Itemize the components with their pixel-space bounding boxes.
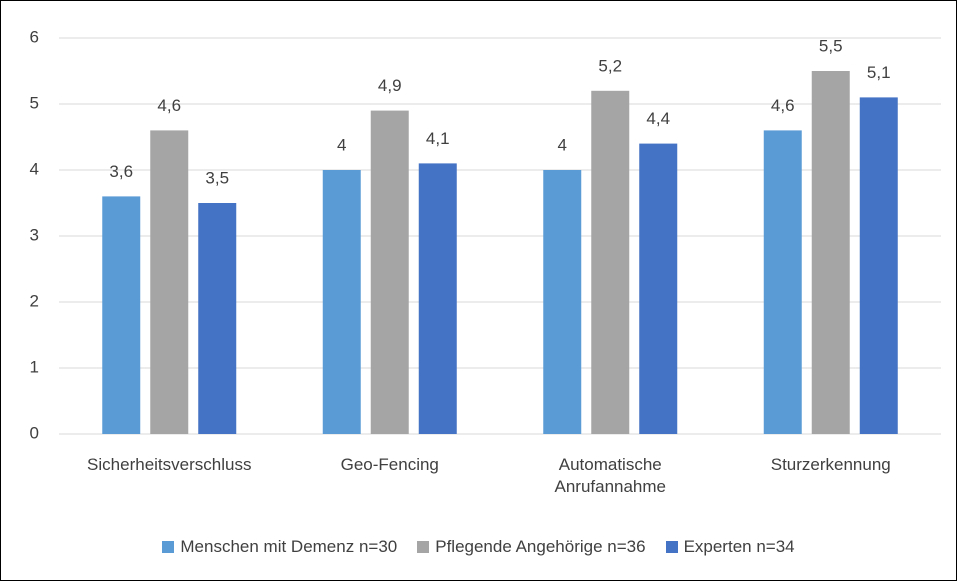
data-label: 5,2: [598, 56, 622, 75]
data-label: 4,6: [157, 96, 181, 115]
y-tick-label: 0: [30, 423, 39, 442]
y-tick-label: 5: [30, 93, 39, 112]
data-label: 5,1: [867, 63, 891, 82]
data-label: 4,9: [378, 76, 402, 95]
x-tick-label: Sturzerkennung: [770, 455, 891, 474]
bar: [763, 130, 802, 434]
legend-item: Experten n=34: [665, 537, 795, 557]
bar: [859, 97, 898, 435]
y-tick-label: 4: [30, 159, 39, 178]
legend-swatch: [417, 541, 430, 553]
data-label: 3,5: [205, 168, 229, 187]
bar: [639, 143, 678, 434]
y-tick-label: 3: [30, 225, 39, 244]
x-tick-label: Sicherheitsverschluss: [87, 455, 252, 474]
y-tick-label: 6: [30, 27, 39, 46]
data-label: 3,6: [109, 162, 133, 181]
data-label: 4,6: [771, 96, 795, 115]
bar: [811, 71, 850, 434]
legend-label: Experten n=34: [683, 537, 795, 556]
data-label: 4: [558, 135, 567, 154]
legend-item: Pflegende Angehörige n=36: [417, 537, 646, 557]
legend-swatch: [162, 541, 175, 553]
legend-swatch: [665, 541, 678, 553]
y-tick-label: 2: [30, 291, 39, 310]
data-label: 5,5: [819, 36, 843, 55]
bar: [370, 110, 409, 434]
data-label: 4,1: [426, 129, 450, 148]
bar: [322, 170, 361, 434]
bar: [198, 203, 237, 434]
legend-label: Menschen mit Demenz n=30: [180, 537, 398, 556]
legend-label: Pflegende Angehörige n=36: [435, 537, 646, 556]
bar: [591, 90, 630, 435]
x-tick-label: Automatische Anrufannahme: [554, 455, 667, 496]
legend: Menschen mit Demenz n=30 Pflegende Angehö…: [1, 537, 956, 557]
bar: [102, 196, 141, 434]
x-tick-label: Geo-Fencing: [340, 455, 439, 474]
y-tick-label: 1: [30, 357, 39, 376]
bar: [418, 163, 457, 434]
bar: [150, 130, 189, 434]
legend-item: Menschen mit Demenz n=30: [162, 537, 397, 557]
data-label: 4,4: [646, 109, 670, 128]
data-label: 4: [337, 135, 346, 154]
bar: [543, 170, 582, 434]
